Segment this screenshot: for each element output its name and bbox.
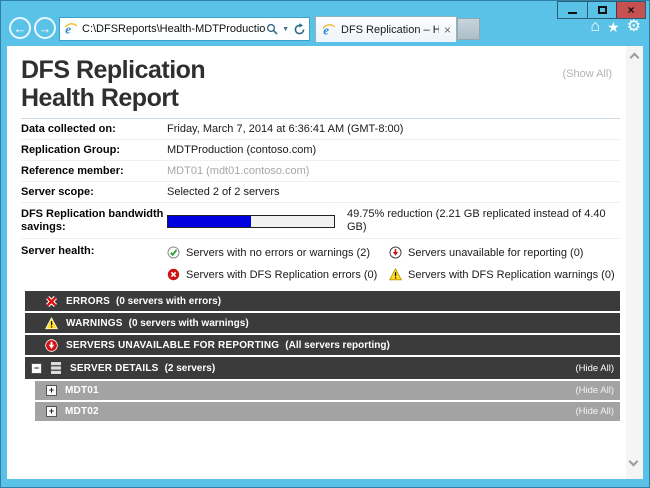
maximize-button[interactable] xyxy=(587,2,616,18)
health-item-unavailable: Servers unavailable for reporting (0) xyxy=(389,246,615,259)
header-separator xyxy=(21,118,620,119)
bandwidth-progress-fill xyxy=(168,215,251,227)
close-button[interactable]: × xyxy=(616,2,645,18)
info-row-reference-member: Reference member: MDT01 (mdt01.contoso.c… xyxy=(21,161,620,182)
ie-favicon: e xyxy=(322,23,336,37)
minimize-icon xyxy=(568,11,577,14)
health-item-text: Servers with DFS Replication errors (0) xyxy=(186,268,378,281)
error-x-icon xyxy=(46,295,57,307)
expand-plus-icon[interactable]: + xyxy=(46,406,57,417)
browser-chrome: × ← → e ▼ xyxy=(1,1,649,46)
info-row-replication-group: Replication Group: MDTProduction (contos… xyxy=(21,140,620,161)
bandwidth-progress-bar xyxy=(167,214,335,228)
svg-text:e: e xyxy=(65,22,71,36)
hide-all-link[interactable]: (Hide All) xyxy=(575,362,614,374)
address-dropdown-icon[interactable]: ▼ xyxy=(282,25,289,33)
show-all-link[interactable]: (Show All) xyxy=(562,68,612,80)
section-count: (0 servers with errors) xyxy=(115,295,222,307)
back-arrow-icon: ← xyxy=(13,20,27,36)
favorites-star-icon[interactable]: ★ xyxy=(607,19,620,35)
back-button[interactable]: ← xyxy=(9,17,31,39)
page-title-line2: Health Report xyxy=(21,84,179,112)
server-unavailable-icon xyxy=(389,246,402,259)
search-icon[interactable] xyxy=(266,23,278,35)
vertical-scrollbar[interactable] xyxy=(626,46,643,479)
info-label: Server scope: xyxy=(21,186,94,198)
warning-triangle-icon xyxy=(389,268,402,281)
info-label: Reference member: xyxy=(21,165,124,177)
section-title: SERVERS UNAVAILABLE FOR REPORTING xyxy=(66,339,280,351)
bandwidth-text: 49.75% reduction (2.21 GB replicated ins… xyxy=(347,208,606,233)
section-title: SERVER DETAILS xyxy=(70,362,159,374)
server-row-mdt02[interactable]: + MDT02 (Hide All) xyxy=(35,402,620,421)
hide-all-link[interactable]: (Hide All) xyxy=(575,385,614,396)
tab-dfs-replication-health-report[interactable]: e DFS Replication – Health Re... × xyxy=(315,16,457,42)
health-item-text: Servers unavailable for reporting (0) xyxy=(408,246,584,259)
address-input[interactable] xyxy=(82,23,267,35)
info-row-data-collected: Data collected on: Friday, March 7, 2014… xyxy=(21,119,620,140)
health-item-errors: Servers with DFS Replication errors (0) xyxy=(167,268,389,281)
warning-triangle-icon xyxy=(45,316,58,329)
section-title: ERRORS xyxy=(66,295,110,307)
report-sections: ERRORS (0 servers with errors) WARNINGS … xyxy=(25,291,620,421)
health-item-warnings: Servers with DFS Replication warnings (0… xyxy=(389,268,615,281)
page-title-line1: DFS Replication xyxy=(21,56,206,84)
server-unavailable-icon xyxy=(45,338,58,352)
health-item-text: Servers with no errors or warnings (2) xyxy=(186,246,371,259)
info-label: Server health: xyxy=(21,245,95,257)
refresh-icon[interactable] xyxy=(293,22,306,36)
window-controls: × xyxy=(557,1,646,19)
ok-check-icon xyxy=(167,246,180,259)
settings-gear-icon[interactable]: ⚙ xyxy=(626,18,641,35)
svg-text:e: e xyxy=(323,23,329,37)
minimize-button[interactable] xyxy=(558,2,587,18)
info-label: Data collected on: xyxy=(21,123,116,135)
server-icon xyxy=(51,362,61,374)
info-row-bandwidth-savings: DFS Replication bandwidth savings: 49.75… xyxy=(21,203,620,239)
section-count: (0 servers with warnings) xyxy=(128,317,249,329)
home-icon[interactable]: ⌂ xyxy=(590,18,601,35)
info-label: DFS Replication bandwidth savings: xyxy=(21,208,164,233)
maximize-icon xyxy=(597,6,607,14)
error-circle-icon xyxy=(167,268,180,281)
server-name: MDT02 xyxy=(65,406,99,417)
info-value: MDTProduction (contoso.com) xyxy=(167,144,317,156)
collapse-minus-icon[interactable]: − xyxy=(31,362,42,374)
forward-arrow-icon: → xyxy=(38,20,52,36)
scroll-down-icon[interactable] xyxy=(628,456,639,467)
info-value: Friday, March 7, 2014 at 6:36:41 AM (GMT… xyxy=(167,123,404,135)
section-warnings-bar[interactable]: WARNINGS (0 servers with warnings) xyxy=(25,313,620,333)
info-label: Replication Group: xyxy=(21,144,120,156)
page-content: DFS Replication Health Report (Show All)… xyxy=(7,46,643,479)
section-count: (2 servers) xyxy=(164,362,216,374)
scroll-up-icon[interactable] xyxy=(629,52,640,63)
page-title: DFS Replication Health Report xyxy=(21,56,620,112)
server-name: MDT01 xyxy=(65,385,99,396)
health-item-no-errors: Servers with no errors or warnings (2) xyxy=(167,246,389,259)
tab-title: DFS Replication – Health Re... xyxy=(341,23,439,36)
hide-all-link[interactable]: (Hide All) xyxy=(575,406,614,417)
section-title: WARNINGS xyxy=(66,317,123,329)
close-icon: × xyxy=(627,3,635,17)
ie-favicon: e xyxy=(64,22,78,36)
section-errors-bar[interactable]: ERRORS (0 servers with errors) xyxy=(25,291,620,311)
forward-button[interactable]: → xyxy=(34,17,56,39)
new-tab-button[interactable] xyxy=(457,18,480,40)
info-value: MDT01 (mdt01.contoso.com) xyxy=(167,165,310,177)
section-unavailable-bar[interactable]: SERVERS UNAVAILABLE FOR REPORTING (All s… xyxy=(25,335,620,355)
report-page: DFS Replication Health Report (Show All)… xyxy=(7,46,626,479)
info-row-server-health: Server health: Servers with no errors or… xyxy=(21,239,620,284)
health-item-text: Servers with DFS Replication warnings (0… xyxy=(408,268,615,281)
info-row-server-scope: Server scope: Selected 2 of 2 servers xyxy=(21,182,620,203)
address-bar[interactable]: e ▼ xyxy=(59,17,310,41)
info-value: Selected 2 of 2 servers xyxy=(167,186,280,198)
tab-close-icon[interactable]: × xyxy=(443,22,451,37)
section-server-details-bar[interactable]: − SERVER DETAILS (2 servers) (Hide All) xyxy=(25,357,620,379)
section-count: (All servers reporting) xyxy=(285,339,390,351)
server-row-mdt01[interactable]: + MDT01 (Hide All) xyxy=(35,381,620,400)
expand-plus-icon[interactable]: + xyxy=(46,385,57,396)
